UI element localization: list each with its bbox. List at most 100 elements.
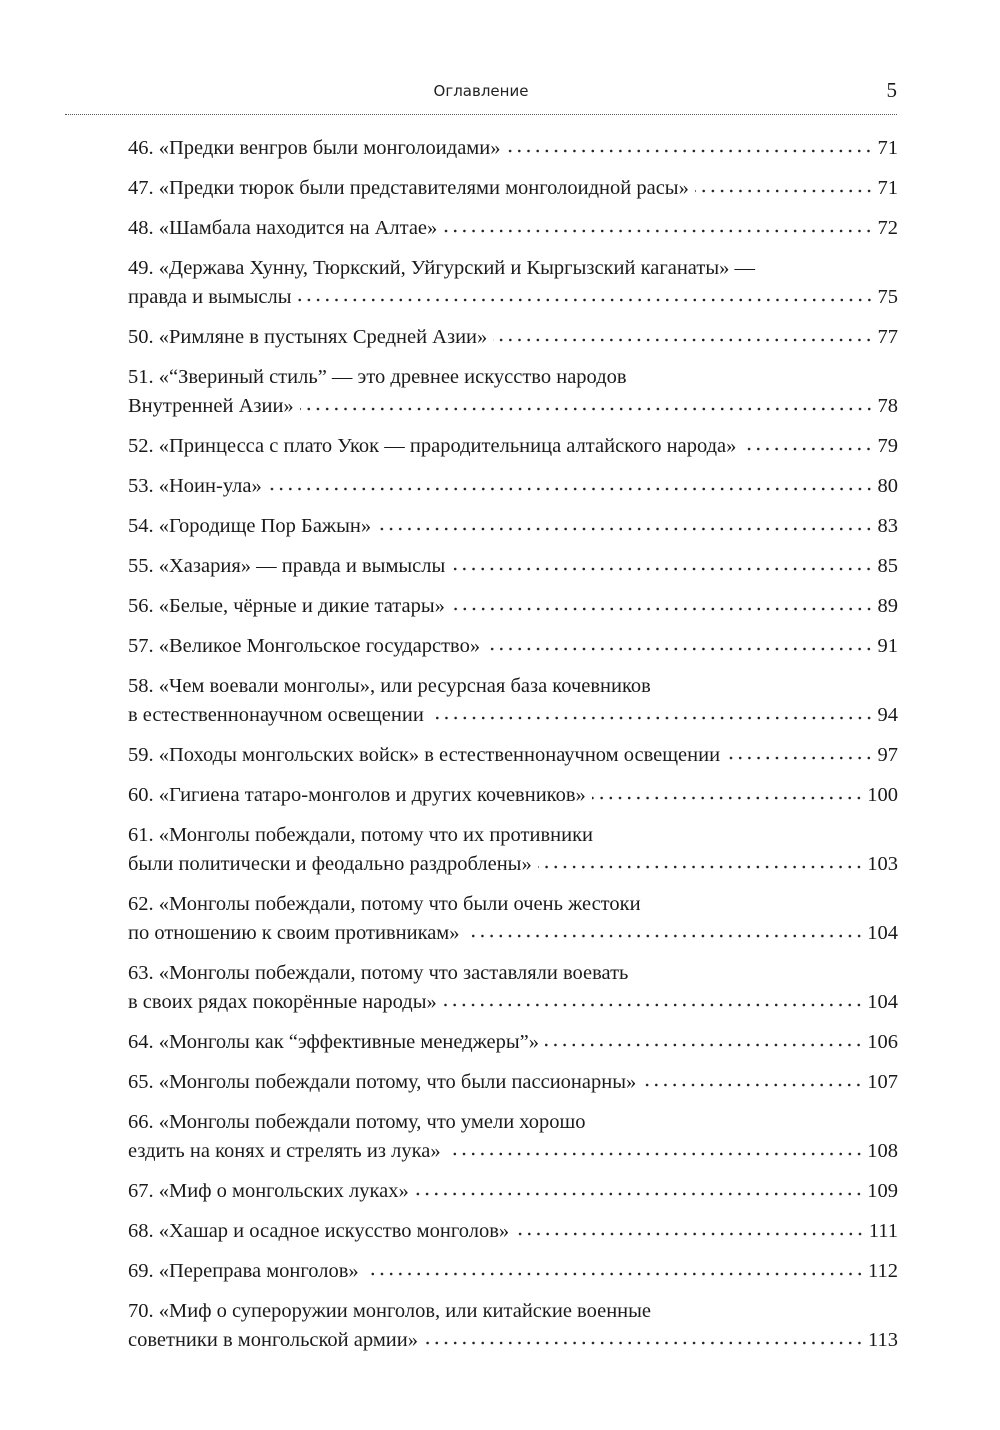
dot-leader: [377, 526, 874, 532]
toc-entry: 65. «Монголы побеждали потому, что были …: [128, 1068, 898, 1097]
toc-entry-line: 48. «Шамбала находится на Алтае» 72: [128, 214, 898, 243]
toc-entry-page: 97: [877, 744, 899, 766]
toc-entry-line: 52. «Принцесса с плато Укок — прародител…: [128, 432, 898, 461]
toc-entry-line: 49. «Держава Хунну, Тюркский, Уйгурский …: [128, 254, 898, 283]
toc-entry-title: 68. «Хашар и осадное искусство монголов»: [128, 1220, 510, 1242]
toc-entry-page: 107: [867, 1071, 898, 1093]
toc-entry-title: 50. «Римляне в пустынях Средней Азии»: [128, 326, 488, 348]
toc-entry-title: 59. «Походы монгольских войск» в естеств…: [128, 744, 721, 766]
dot-leader: [742, 446, 874, 452]
toc-entry-title: советники в монгольской армии»: [128, 1329, 418, 1351]
toc-entry-title: правда и вымыслы: [128, 286, 292, 308]
toc-entry-line: 65. «Монголы побеждали потому, что были …: [128, 1068, 898, 1097]
toc-entry: 68. «Хашар и осадное искусство монголов»…: [128, 1217, 898, 1246]
toc-entry-line: 61. «Монголы побеждали, потому что их пр…: [128, 821, 898, 850]
toc-entry-page: 72: [877, 217, 899, 239]
toc-entry-line: 46. «Предки венгров были монголоидами» 71: [128, 134, 898, 163]
toc-entry: 58. «Чем воевали монголы», или ресурсная…: [128, 672, 898, 730]
toc-entry-page: 94: [877, 704, 899, 726]
toc-entry-title: 56. «Белые, чёрные и дикие татары»: [128, 595, 445, 617]
dot-leader: [545, 1042, 864, 1048]
toc-entry: 47. «Предки тюрок были представителями м…: [128, 174, 898, 203]
toc-entry-title: 67. «Миф о монгольских луках»: [128, 1180, 409, 1202]
toc-entry-title: 54. «Городище Пор Бажын»: [128, 515, 372, 537]
toc-entry: 52. «Принцесса с плато Укок — прародител…: [128, 432, 898, 461]
toc-entry-title: по отношению к своим противникам»: [128, 922, 460, 944]
dot-leader: [450, 606, 874, 612]
toc-entry-page: 104: [867, 991, 898, 1013]
dot-leader: [515, 1231, 865, 1237]
toc-entry-line: в естественнонаучном освещении 94: [128, 701, 898, 730]
dot-leader: [694, 188, 874, 194]
toc-entry-title: 51. «“Звериный стиль” — это древнее иску…: [128, 366, 627, 388]
toc-entry-title: 52. «Принцесса с плато Укок — прародител…: [128, 435, 737, 457]
toc-entry-line: 63. «Монголы побеждали, потому что заста…: [128, 959, 898, 988]
toc-entry: 57. «Великое Монгольское государство» 91: [128, 632, 898, 661]
toc-entry-line: по отношению к своим противникам» 104: [128, 919, 898, 948]
toc-entry-line: 67. «Миф о монгольских луках» 109: [128, 1177, 898, 1206]
toc-entry-page: 91: [877, 635, 899, 657]
dot-leader: [506, 148, 874, 154]
toc-entry-title: ездить на конях и стрелять из лука»: [128, 1140, 441, 1162]
toc-entry-line: 51. «“Звериный стиль” — это древнее иску…: [128, 363, 898, 392]
toc-entry-title: Внутренней Азии»: [128, 395, 294, 417]
toc-entry: 61. «Монголы побеждали, потому что их пр…: [128, 821, 898, 879]
dot-leader: [642, 1082, 864, 1088]
dot-leader: [446, 1151, 864, 1157]
toc-entry-line: 68. «Хашар и осадное искусство монголов»…: [128, 1217, 898, 1246]
toc-entry-page: 108: [867, 1140, 898, 1162]
toc-entry-title: 65. «Монголы побеждали потому, что были …: [128, 1071, 637, 1093]
toc-entry-title: 49. «Держава Хунну, Тюркский, Уйгурский …: [128, 257, 755, 279]
toc-entry: 70. «Миф о супероружии монголов, или кит…: [128, 1297, 898, 1355]
toc-entry: 63. «Монголы побеждали, потому что заста…: [128, 959, 898, 1017]
toc-entry-line: 55. «Хазария» — правда и вымыслы 85: [128, 552, 898, 581]
toc-entry-title: 47. «Предки тюрок были представителями м…: [128, 177, 689, 199]
toc-entry-title: 62. «Монголы побеждали, потому что были …: [128, 893, 641, 915]
toc-entry-page: 77: [877, 326, 899, 348]
toc-entry-page: 109: [867, 1180, 898, 1202]
dot-leader: [486, 646, 874, 652]
toc-entry-line: 69. «Переправа монголов» 112: [128, 1257, 898, 1286]
toc-entry: 59. «Походы монгольских войск» в естеств…: [128, 741, 898, 770]
toc-entry-title: в своих рядах покорённые народы»: [128, 991, 437, 1013]
toc-entry-line: 53. «Ноин-ула» 80: [128, 472, 898, 501]
toc-entry-page: 79: [877, 435, 899, 457]
toc-entry-page: 112: [868, 1260, 898, 1282]
toc-entry-line: 64. «Монголы как “эффективные менеджеры”…: [128, 1028, 898, 1057]
toc-entry-title: были политически и феодально раздроблены…: [128, 853, 532, 875]
toc-entry: 60. «Гигиена татаро-монголов и других ко…: [128, 781, 898, 810]
dot-leader: [465, 933, 864, 939]
toc-entry-page: 111: [868, 1220, 898, 1242]
toc-entry-title: 55. «Хазария» — правда и вымыслы: [128, 555, 446, 577]
toc-entry-line: 58. «Чем воевали монголы», или ресурсная…: [128, 672, 898, 701]
dot-leader: [414, 1191, 864, 1197]
toc-entry-line: 62. «Монголы побеждали, потому что были …: [128, 890, 898, 919]
toc-entry-title: 69. «Переправа монголов»: [128, 1260, 359, 1282]
toc-entry-line: 60. «Гигиена татаро-монголов и других ко…: [128, 781, 898, 810]
toc-entry-page: 71: [877, 137, 899, 159]
toc-entry-title: 48. «Шамбала находится на Алтае»: [128, 217, 438, 239]
toc-entry: 67. «Миф о монгольских луках» 109: [128, 1177, 898, 1206]
toc-entry-title: 64. «Монголы как “эффективные менеджеры”…: [128, 1031, 540, 1053]
toc-entry: 56. «Белые, чёрные и дикие татары» 89: [128, 592, 898, 621]
toc-entry-title: 70. «Миф о супероружии монголов, или кит…: [128, 1300, 652, 1322]
toc-entry-page: 75: [877, 286, 899, 308]
toc-entry: 53. «Ноин-ула» 80: [128, 472, 898, 501]
toc-entry-title: 46. «Предки венгров были монголоидами»: [128, 137, 501, 159]
toc-entry-line: в своих рядах покорённые народы» 104: [128, 988, 898, 1017]
table-of-contents: 46. «Предки венгров были монголоидами» 71…: [128, 134, 898, 1366]
dot-leader: [297, 297, 874, 303]
dot-leader: [429, 715, 874, 721]
toc-entry-line: 66. «Монголы побеждали потому, что умели…: [128, 1108, 898, 1137]
toc-entry: 62. «Монголы побеждали, потому что были …: [128, 890, 898, 948]
toc-entry-page: 78: [877, 395, 899, 417]
toc-entry-page: 104: [867, 922, 898, 944]
toc-entry: 46. «Предки венгров были монголоидами» 71: [128, 134, 898, 163]
toc-entry: 50. «Римляне в пустынях Средней Азии» 77: [128, 323, 898, 352]
toc-entry-line: ездить на конях и стрелять из лука» 108: [128, 1137, 898, 1166]
dot-leader: [423, 1340, 864, 1346]
toc-entry-page: 80: [877, 475, 899, 497]
running-header: Оглавление 5: [65, 78, 897, 115]
toc-entry-title: 58. «Чем воевали монголы», или ресурсная…: [128, 675, 651, 697]
toc-entry-title: 60. «Гигиена татаро-монголов и других ко…: [128, 784, 586, 806]
